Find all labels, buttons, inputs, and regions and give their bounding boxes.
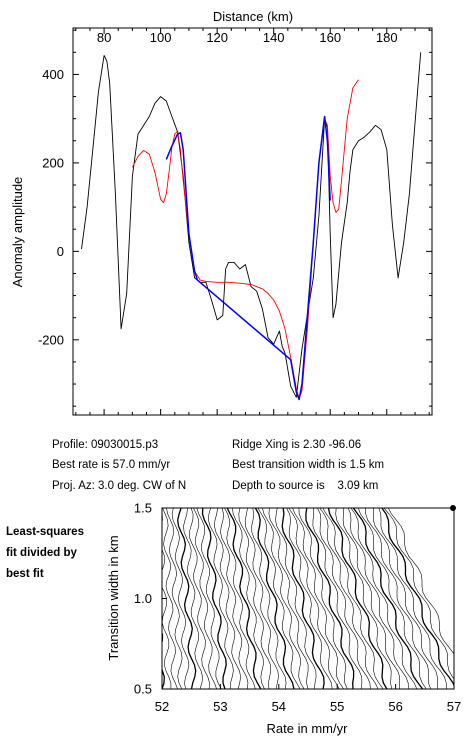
contour-line [166, 508, 183, 689]
x-tick-label: 140 [263, 30, 285, 45]
fit-window-line [165, 115, 331, 401]
y-tick-label: 0 [57, 244, 64, 259]
side-note-line-3: best fit [6, 568, 44, 580]
contour-line [254, 508, 295, 689]
profile-chart: 80 100 120 140 160 180 400 200 0 -200 Distance (k… [10, 9, 433, 416]
contour-line [365, 508, 431, 689]
contour-line [268, 508, 309, 689]
contour-line [292, 508, 344, 689]
rate-tick-label: 55 [330, 699, 344, 714]
contour-line [232, 508, 265, 689]
profile-y-axis-title: Anomaly amplitude [10, 177, 25, 288]
width-tick-label: 1.0 [134, 591, 152, 606]
info-depth: Depth to source is 3.09 km [232, 480, 378, 492]
model-profile-line [131, 79, 359, 399]
contour-line [305, 508, 355, 689]
contour-line [224, 508, 256, 689]
contour-line [238, 508, 272, 689]
contour-chart: 52 53 54 55 56 57 1.5 1.0 0.5 Rate in mm/yr Tran… [106, 501, 461, 737]
contour-line [317, 508, 371, 689]
contour-line [226, 508, 262, 689]
profile-x-axis-title: Distance (km) [213, 9, 293, 24]
contour-line [208, 508, 234, 689]
info-ridge-xing: Ridge Xing is 2.30 -96.06 [232, 439, 361, 451]
observed-profile-line [81, 52, 422, 398]
contour-line [373, 508, 438, 689]
info-proj-az: Proj. Az: 3.0 deg. CW of N [52, 480, 186, 492]
contour-line [352, 508, 424, 689]
contour-line [177, 508, 197, 689]
contour-line [288, 508, 340, 689]
contour-line [171, 508, 190, 689]
contour-line [381, 508, 454, 688]
contour-axis-ticks: 52 53 54 55 56 57 1.5 1.0 0.5 [134, 501, 461, 715]
contour-line [214, 508, 241, 689]
rate-tick-label: 57 [447, 699, 461, 714]
contour-line [183, 508, 203, 689]
rate-tick-label: 52 [155, 699, 169, 714]
x-tick-label: 120 [206, 30, 228, 45]
contour-line [347, 508, 409, 689]
contour-line [350, 508, 418, 689]
contour-line [162, 508, 178, 689]
rate-tick-label: 53 [213, 699, 227, 714]
y-tick-label: 400 [42, 67, 64, 82]
contour-line [358, 508, 427, 689]
contour-x-axis-title: Rate in mm/yr [267, 721, 349, 736]
contour-line [244, 508, 279, 689]
side-note-line-2: fit divided by [6, 547, 78, 559]
contour-line [275, 508, 317, 689]
contour-line [378, 508, 447, 689]
side-note-line-1: Least-squares [6, 526, 84, 538]
contour-side-note: Least-squares fit divided by best fit [6, 526, 84, 580]
rate-tick-label: 56 [388, 699, 402, 714]
contour-line [388, 508, 454, 656]
contour-line [383, 508, 454, 680]
contour-line [327, 508, 388, 689]
width-tick-label: 1.5 [134, 501, 152, 516]
contour-line [189, 508, 210, 689]
contour-line [196, 508, 222, 689]
contour-line [251, 508, 287, 689]
contour-line [298, 508, 348, 689]
contour-y-axis-title: Transition width in km [106, 535, 121, 660]
rate-tick-label: 54 [272, 699, 286, 714]
y-tick-label: 200 [42, 155, 64, 170]
info-transition-width: Best transition width is 1.5 km [232, 459, 384, 471]
contour-line [342, 508, 401, 689]
contour-line [201, 508, 227, 689]
info-profile: Profile: 09030015.p3 [52, 439, 158, 451]
best-fit-marker [450, 505, 456, 511]
contour-line [286, 508, 333, 689]
y-tick-label: -200 [38, 332, 64, 347]
profile-info: Profile: 09030015.p3 Best rate is 57.0 m… [52, 439, 384, 492]
contour-line [319, 508, 379, 689]
contour-line [257, 508, 301, 689]
profile-plot-frame [72, 27, 433, 416]
contour-line [262, 508, 305, 689]
contour-line [322, 508, 384, 689]
contour-line [281, 508, 325, 689]
profile-axis-ticks: 80 100 120 140 160 180 400 200 0 -200 [38, 28, 432, 415]
x-tick-label: 160 [319, 30, 341, 45]
contour-line [220, 508, 249, 689]
x-tick-label: 180 [376, 30, 398, 45]
x-tick-label: 80 [97, 30, 111, 45]
contour-lines [162, 508, 454, 689]
contour-line [335, 508, 392, 689]
width-tick-label: 0.5 [134, 682, 152, 697]
info-best-rate: Best rate is 57.0 mm/yr [52, 459, 170, 471]
x-tick-label: 100 [150, 30, 172, 45]
contour-line [193, 508, 217, 689]
contour-line [312, 508, 363, 689]
profile-series-group [81, 52, 422, 401]
